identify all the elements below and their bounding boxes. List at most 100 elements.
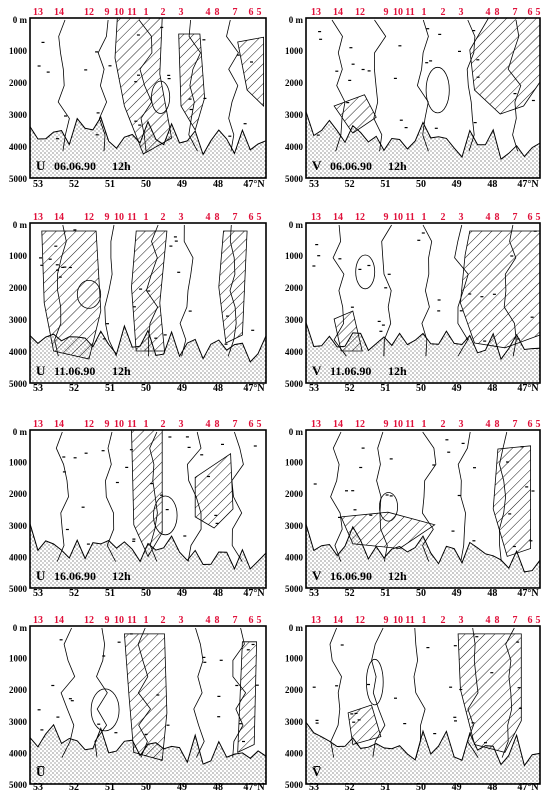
latitude-tick-label: 53 [309, 782, 319, 793]
data-mark [361, 68, 365, 71]
depth-axis: 0 m 1000 2000 3000 4000 5000 [285, 427, 304, 594]
depth-tick-label: 0 m [289, 220, 304, 230]
data-mark [134, 120, 138, 122]
station-label: 5 [536, 7, 541, 18]
station-label: 14 [333, 615, 343, 626]
data-mark [473, 122, 477, 124]
station-label: 8 [215, 615, 220, 626]
depth-axis: 0 m 1000 2000 3000 4000 5000 [9, 220, 28, 389]
data-mark [68, 698, 72, 700]
data-mark [65, 528, 69, 531]
data-mark [398, 45, 402, 47]
station-label: 14 [333, 419, 343, 430]
station-labels: 13 14 12 9 10 11 1 2 3 4 8 7 6 5 [311, 419, 541, 430]
data-mark [129, 449, 133, 451]
seafloor-topography [29, 523, 267, 589]
data-mark [200, 454, 204, 456]
contour-line [329, 627, 342, 758]
contour-line [149, 431, 158, 562]
station-label: 12 [355, 615, 365, 626]
latitude-axis: 53 52 51 50 49 48 47°N [33, 588, 265, 599]
panel-variable: V [312, 158, 322, 173]
depth-tick-label: 3000 [9, 717, 28, 727]
data-mark [421, 232, 425, 234]
panel-frame [305, 222, 541, 384]
depth-tick-label: 0 m [289, 427, 304, 437]
contour-line [60, 627, 76, 758]
data-mark [352, 721, 356, 723]
data-mark [160, 26, 164, 28]
data-mark [447, 451, 451, 453]
data-mark [37, 709, 41, 711]
station-label: 4 [206, 419, 211, 430]
data-mark [457, 494, 461, 497]
data-mark [54, 245, 58, 247]
depth-tick-label: 4000 [285, 552, 304, 562]
data-mark [188, 98, 192, 100]
station-label: 2 [441, 615, 446, 626]
data-mark [37, 65, 41, 67]
data-dots [62, 436, 257, 545]
station-label: 14 [54, 419, 64, 430]
data-mark [202, 39, 206, 41]
contour-line [332, 224, 347, 357]
data-mark [350, 713, 354, 715]
station-label: 6 [528, 615, 533, 626]
depth-tick-label: 1000 [285, 458, 304, 468]
latitude-tick-label: 47°N [243, 383, 265, 394]
latitude-tick-label: 47°N [517, 782, 539, 793]
data-mark [219, 659, 223, 661]
contour-line [421, 224, 433, 357]
latitude-tick-label: 52 [69, 383, 79, 394]
contour-line [454, 224, 469, 357]
panel-time: 12h [388, 569, 407, 583]
station-label: 11 [127, 615, 136, 626]
latitude-tick-label: 51 [380, 782, 390, 793]
station-label: 12 [355, 419, 365, 430]
station-label: 5 [536, 615, 541, 626]
panel-frame [29, 625, 267, 785]
data-mark [108, 65, 112, 67]
station-label: 9 [384, 615, 389, 626]
station-label: 9 [105, 419, 110, 430]
station-label: 1 [144, 419, 149, 430]
data-dots [313, 439, 535, 548]
data-mark [432, 464, 436, 466]
data-mark [132, 538, 136, 540]
station-label: 5 [257, 7, 262, 18]
data-mark [445, 439, 449, 441]
depth-tick-label: 2000 [9, 489, 28, 499]
latitude-tick-label: 53 [33, 588, 43, 599]
negative-flow-hatch [492, 445, 531, 557]
panel-variable: U [36, 158, 46, 173]
data-mark [335, 70, 339, 72]
latitude-tick-label: 51 [380, 588, 390, 599]
depth-tick-label: 1000 [9, 458, 28, 468]
depth-tick-label: 3000 [9, 521, 28, 531]
station-labels: 13 14 12 9 10 11 1 2 3 4 8 7 6 5 [33, 212, 262, 223]
data-mark [451, 530, 455, 532]
station-label: 4 [486, 615, 491, 626]
contour-line [330, 431, 343, 562]
data-mark [426, 28, 430, 30]
station-label: 10 [393, 615, 403, 626]
contour-closed [76, 279, 102, 309]
latitude-tick-label: 49 [177, 782, 187, 793]
data-mark [381, 324, 385, 326]
station-label: 11 [405, 419, 414, 430]
data-mark [437, 299, 441, 301]
data-mark [438, 33, 442, 35]
latitude-tick-label: 51 [105, 782, 115, 793]
station-label: 13 [33, 7, 43, 18]
contour-line [501, 627, 515, 758]
depth-tick-label: 3000 [285, 315, 304, 325]
data-mark [399, 119, 403, 121]
panel-time: 12h [388, 364, 407, 378]
station-label: 12 [84, 7, 94, 18]
data-mark [449, 686, 453, 688]
station-labels: 13 14 12 9 10 11 1 2 3 4 8 7 6 5 [311, 615, 541, 626]
station-label: 3 [459, 212, 464, 223]
data-mark [385, 494, 389, 496]
panel-variable: U [36, 568, 46, 583]
data-mark [369, 514, 373, 516]
